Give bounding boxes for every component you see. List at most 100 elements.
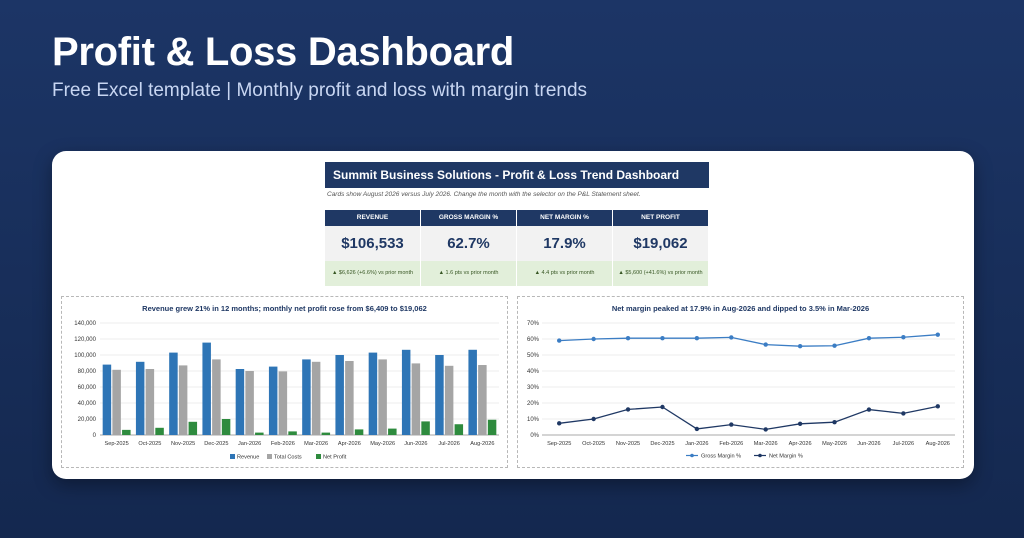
x-tick-label: Dec-2025 — [650, 441, 674, 447]
y-tick-label: 20% — [527, 401, 540, 407]
bar-total-costs — [345, 361, 354, 435]
y-tick-label: 120,000 — [74, 337, 96, 343]
point-gross-margin — [797, 344, 803, 349]
x-tick-label: Aug-2026 — [926, 441, 950, 447]
point-gross-margin — [729, 335, 734, 340]
legend-marker — [690, 453, 694, 458]
kpi-label: REVENUE — [325, 210, 420, 226]
y-tick-label: 40% — [527, 369, 540, 375]
x-tick-label: Oct-2025 — [138, 441, 161, 447]
point-net-margin — [660, 404, 665, 410]
y-tick-label: 0 — [93, 433, 97, 439]
point-gross-margin — [660, 336, 665, 341]
legend-label: Net Margin % — [769, 454, 803, 460]
x-tick-label: Feb-2026 — [719, 441, 743, 447]
point-net-margin — [694, 426, 700, 432]
kpi-delta: ▲ 4.4 pts vs prior month — [517, 261, 612, 286]
legend-swatch — [316, 454, 321, 459]
bar-revenue — [135, 361, 145, 435]
kpi-value: 62.7% — [421, 226, 516, 261]
dashboard-preview-card: Summit Business Solutions - Profit & Los… — [52, 151, 974, 479]
y-tick-label: 60,000 — [78, 385, 97, 391]
kpi-card-gross-margin: GROSS MARGIN % 62.7% ▲ 1.6 pts vs prior … — [421, 210, 516, 286]
x-tick-label: Oct-2025 — [582, 441, 605, 447]
bar-chart-panel: Revenue grew 21% in 12 months; monthly n… — [61, 296, 508, 468]
sheet-header: Summit Business Solutions - Profit & Los… — [325, 162, 709, 188]
x-tick-label: Jul-2026 — [893, 441, 914, 447]
page-title: Profit & Loss Dashboard — [52, 30, 515, 74]
kpi-value: 17.9% — [517, 226, 612, 261]
series-line-net-margin — [559, 405, 938, 431]
bar-total-costs — [411, 363, 421, 435]
bar-net-profit — [255, 432, 264, 435]
bar-net-profit — [122, 429, 131, 435]
kpi-row: REVENUE $106,533 ▲ $6,626 (+6.6%) vs pri… — [325, 210, 709, 286]
bar-net-profit — [221, 419, 231, 435]
point-net-margin — [557, 421, 562, 426]
bar-total-costs — [311, 361, 321, 435]
x-tick-label: Jan-2026 — [685, 441, 708, 447]
bar-total-costs — [478, 365, 487, 435]
point-gross-margin — [694, 336, 700, 341]
x-tick-label: Jun-2026 — [404, 441, 427, 447]
line-chart-panel: Net margin peaked at 17.9% in Aug-2026 a… — [517, 296, 964, 468]
point-gross-margin — [557, 338, 562, 343]
x-tick-label: Sep-2025 — [104, 441, 128, 447]
y-tick-label: 60% — [527, 337, 540, 343]
y-tick-label: 140,000 — [74, 321, 96, 327]
x-tick-label: Apr-2026 — [789, 441, 812, 447]
kpi-label: GROSS MARGIN % — [421, 210, 516, 226]
bar-net-profit — [388, 428, 397, 435]
bar-revenue — [368, 352, 378, 435]
kpi-value: $106,533 — [325, 226, 420, 261]
bar-revenue — [169, 352, 178, 435]
y-tick-label: 50% — [527, 353, 540, 359]
legend-swatch — [230, 454, 235, 459]
bar-chart: 0 20,000 40,000 60,000 80,000 100,000 120,000 1… — [74, 321, 499, 461]
bar-total-costs — [112, 369, 121, 435]
kpi-value: $19,062 — [613, 226, 708, 261]
kpi-label: NET PROFIT — [613, 210, 708, 226]
bar-total-costs — [212, 359, 221, 435]
kpi-delta: ▲ 1.6 pts vs prior month — [421, 261, 516, 286]
x-tick-label: Feb-2026 — [271, 441, 295, 447]
kpi-card-net-margin: NET MARGIN % 17.9% ▲ 4.4 pts vs prior mo… — [517, 210, 612, 286]
bar-total-costs — [278, 371, 288, 435]
x-tick-label: Apr-2026 — [338, 441, 361, 447]
sheet-note: Cards show August 2026 versus July 2026.… — [327, 191, 641, 198]
kpi-delta: ▲ $5,600 (+41.6%) vs prior month — [613, 261, 708, 286]
x-tick-label: Sep-2025 — [547, 441, 571, 447]
point-net-margin — [935, 404, 940, 409]
bar-net-profit — [155, 427, 164, 435]
x-tick-label: Aug-2026 — [470, 441, 494, 447]
point-gross-margin — [866, 336, 872, 341]
point-net-margin — [901, 411, 906, 416]
y-tick-label: 30% — [527, 385, 540, 391]
line-chart-title: Net margin peaked at 17.9% in Aug-2026 a… — [611, 304, 870, 313]
legend-marker — [758, 453, 762, 458]
legend-label: Net Profit — [323, 455, 347, 461]
bar-net-profit — [354, 429, 364, 435]
x-tick-label: Nov-2025 — [171, 441, 195, 447]
bar-total-costs — [378, 359, 387, 435]
y-tick-label: 80,000 — [78, 369, 97, 375]
y-tick-label: 10% — [527, 417, 540, 423]
legend-label: Revenue — [237, 455, 259, 461]
x-tick-label: Dec-2025 — [204, 441, 228, 447]
bar-revenue — [401, 349, 411, 435]
point-gross-margin — [625, 336, 631, 341]
bar-revenue — [268, 366, 278, 435]
bar-net-profit — [321, 432, 331, 435]
y-tick-label: 0% — [530, 433, 539, 439]
point-gross-margin — [901, 335, 906, 340]
bar-net-profit — [188, 421, 198, 435]
x-tick-label: Jan-2026 — [238, 441, 261, 447]
point-net-margin — [763, 427, 768, 432]
legend-swatch — [267, 454, 272, 459]
bar-revenue — [435, 355, 444, 435]
y-tick-label: 40,000 — [78, 401, 97, 407]
bar-net-profit — [288, 431, 297, 435]
bar-revenue — [102, 364, 112, 435]
point-gross-margin — [763, 342, 768, 347]
x-tick-label: Nov-2025 — [616, 441, 640, 447]
